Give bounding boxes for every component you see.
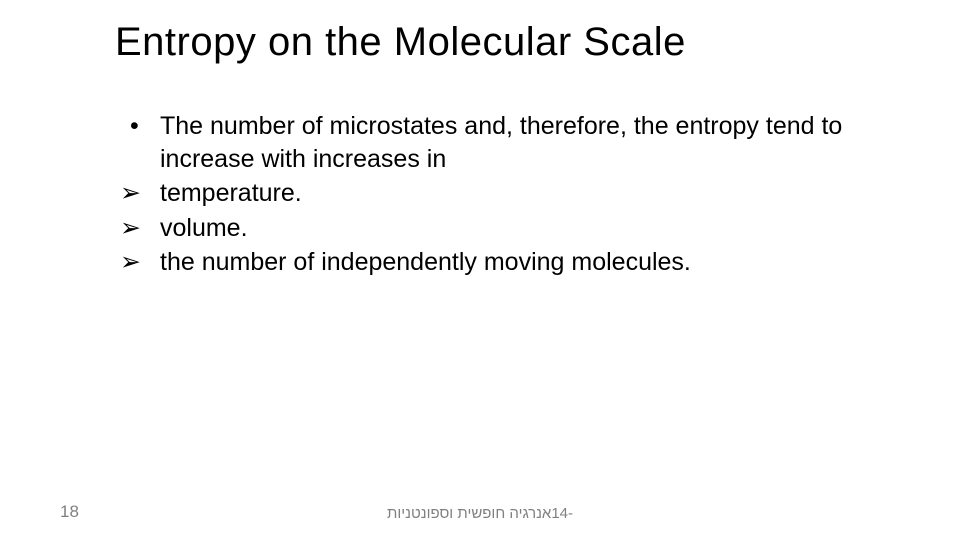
intro-text: The number of microstates and, therefore… [160, 110, 860, 175]
bullet-item-c: ➢ the number of independently moving mol… [120, 246, 860, 279]
slide: Entropy on the Molecular Scale • The num… [0, 0, 960, 540]
arrow-icon: ➢ [120, 246, 160, 279]
bullet-dot-icon: • [120, 110, 160, 143]
bullet-item-b: ➢ volume. [120, 212, 860, 245]
item-c-text: the number of independently moving molec… [160, 246, 860, 279]
bullet-item-a: ➢ temperature. [120, 177, 860, 210]
bullet-intro: • The number of microstates and, therefo… [120, 110, 860, 175]
footer-caption: -14אנרגיה חופשית וספונטניות [0, 505, 960, 522]
slide-title: Entropy on the Molecular Scale [115, 20, 686, 65]
item-a-text: temperature. [160, 177, 860, 210]
arrow-icon: ➢ [120, 212, 160, 245]
slide-body: • The number of microstates and, therefo… [120, 110, 860, 281]
item-b-text: volume. [160, 212, 860, 245]
arrow-icon: ➢ [120, 177, 160, 210]
